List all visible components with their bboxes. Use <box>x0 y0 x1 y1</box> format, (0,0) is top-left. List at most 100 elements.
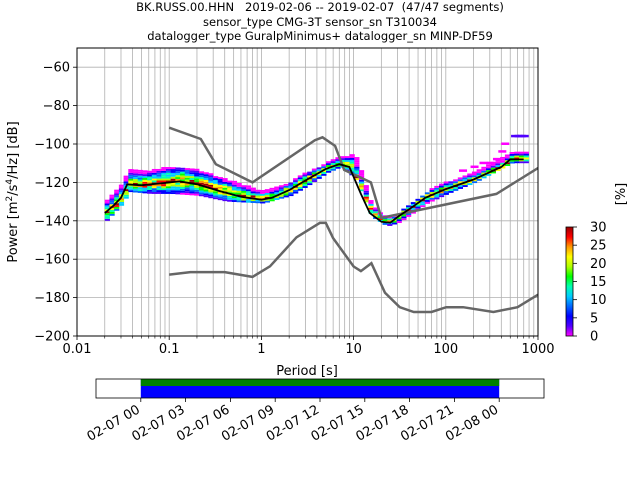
psd-bin <box>278 196 285 199</box>
psd-bin <box>203 178 209 180</box>
psd-bin <box>132 180 139 183</box>
psd-bin <box>213 183 219 186</box>
psd-bin <box>142 187 148 190</box>
psd-bin <box>349 169 355 172</box>
psd-bin <box>208 180 214 183</box>
psd-bin <box>509 159 515 162</box>
y-tick-label: −60 <box>43 61 70 76</box>
psd-bin <box>227 186 233 189</box>
psd-bin <box>114 191 120 194</box>
psd-bin <box>401 208 407 211</box>
psd-bin <box>429 199 435 202</box>
psd-bin <box>471 171 478 174</box>
psd-bin <box>344 167 351 170</box>
psd-bin <box>128 176 134 179</box>
psd-bin <box>326 161 332 164</box>
psd-bin <box>142 177 148 180</box>
psd-bin <box>260 193 266 196</box>
psd-bin <box>123 179 129 182</box>
psd-bin <box>269 191 275 194</box>
psd-bin <box>184 193 190 195</box>
plot-frame <box>76 47 539 337</box>
psd-bin <box>198 180 205 183</box>
psd-bin <box>208 175 214 178</box>
psd-bin <box>457 187 464 189</box>
y-tick-label: −180 <box>34 291 70 306</box>
psd-bin <box>514 161 520 164</box>
x-tick-label: 10 <box>345 342 362 357</box>
psd-bin <box>114 206 120 209</box>
psd-bin <box>203 191 209 194</box>
psd-bin <box>255 195 261 198</box>
psd-bin <box>344 159 351 162</box>
psd-bin <box>222 181 228 184</box>
timeline-data-bar <box>140 379 500 386</box>
colorbar-strip <box>565 226 574 337</box>
psd-bin <box>170 178 176 181</box>
psd-bin <box>349 163 355 166</box>
psd-bin <box>198 171 205 174</box>
psd-bin <box>198 190 205 193</box>
psd-bin <box>501 142 510 145</box>
psd-bin <box>479 161 488 165</box>
psd-bin <box>349 156 355 159</box>
psd-bin <box>180 190 186 193</box>
psd-bin <box>165 170 172 173</box>
psd-bin <box>358 170 365 173</box>
psd-bin <box>189 172 195 175</box>
psd-bin <box>245 198 252 201</box>
psd-bin <box>203 183 209 186</box>
psd-bin <box>142 191 148 194</box>
psd-bin <box>180 185 186 187</box>
psd-bin <box>189 185 195 188</box>
psd-bin <box>213 195 219 198</box>
psd-bin <box>448 181 454 184</box>
psd-bin <box>231 196 238 199</box>
psd-bin <box>208 196 214 199</box>
psd-bin <box>194 172 200 175</box>
psd-bin <box>156 192 162 194</box>
psd-bin <box>198 173 205 176</box>
psd-bin <box>128 169 134 171</box>
psd-bin <box>471 173 478 176</box>
psd-bin <box>448 183 454 186</box>
psd-bin <box>180 186 186 189</box>
psd-bin <box>184 171 190 174</box>
psd-bin <box>288 184 294 187</box>
psd-bin <box>118 200 125 202</box>
psd-bin <box>387 218 393 221</box>
psd-bin <box>180 173 186 176</box>
psd-bin <box>311 170 318 173</box>
colorbar-tick-label: 20 <box>590 257 607 272</box>
psd-bin <box>453 181 459 184</box>
psd-bin <box>198 175 205 178</box>
psd-bin <box>151 184 158 187</box>
psd-bin <box>509 155 515 158</box>
psd-bin <box>104 205 110 208</box>
psd-bin <box>170 170 176 173</box>
psd-bin <box>293 178 299 181</box>
psd-bin <box>514 157 520 160</box>
psd-bin <box>118 184 125 187</box>
psd-bin <box>245 189 252 192</box>
psd-bin <box>457 177 464 180</box>
psd-bin <box>236 184 242 187</box>
psd-bin <box>217 184 223 187</box>
psd-bin <box>250 193 256 196</box>
psd-bin <box>189 168 195 171</box>
psd-bin <box>175 173 181 176</box>
psd-bin <box>363 194 369 197</box>
psd-bin <box>151 170 158 173</box>
y-tick-label: −120 <box>34 176 70 191</box>
psd-bin <box>358 189 365 192</box>
psd-bin <box>260 199 266 202</box>
psd-bin <box>307 173 313 176</box>
psd-bin <box>165 178 172 181</box>
psd-bin <box>504 164 511 167</box>
psd-bin <box>264 194 271 197</box>
psd-bin <box>137 175 143 178</box>
psd-bin <box>504 156 511 159</box>
psd-bin <box>410 204 416 206</box>
psd-bin <box>373 209 379 212</box>
psd-bin <box>495 165 501 168</box>
